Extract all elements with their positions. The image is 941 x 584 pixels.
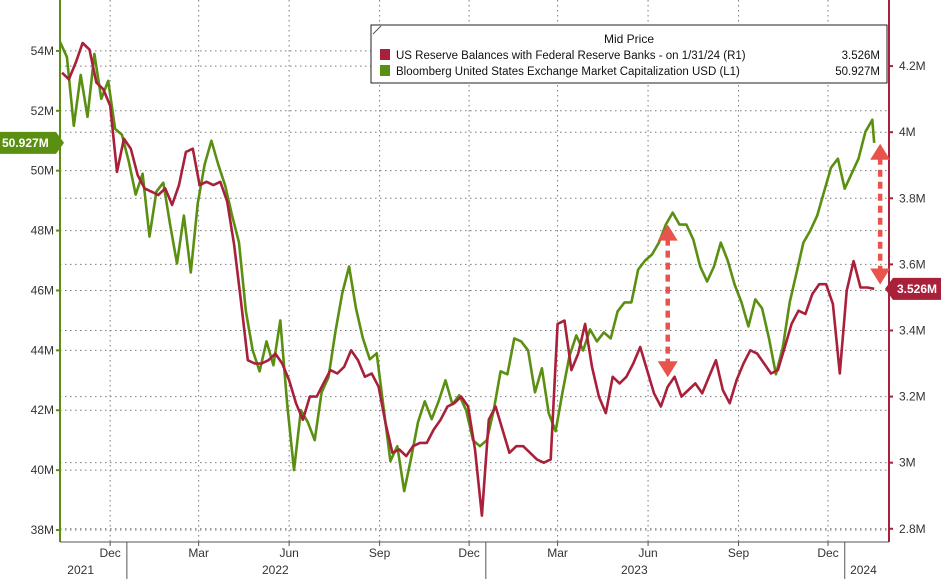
y-right-tick-label: 4M [899,125,916,139]
legend-box [370,24,888,84]
series-line-market-cap [58,41,876,493]
series-line-reserves [61,41,875,517]
x-tick-label: Mar [547,546,568,560]
y-right-tick-label: 3.6M [899,257,926,271]
axes: 38M 40M 42M 44M 46M 48M 50M 52M 54M 2.8M 3M 3.2M 3.4… [31,0,926,579]
legend-swatch-reserves [380,49,390,60]
y-left-tick-label: 54M [31,44,54,58]
legend-label-reserves: US Reserve Balances with Federal Reserve… [396,50,746,62]
y-left-tick-label: 52M [31,104,54,118]
y-left-tick-label: 44M [31,343,54,357]
x-tick-label: Sep [728,546,750,560]
x-year-label: 2023 [621,563,648,577]
series [58,41,876,517]
x-tick-label: Dec [458,546,479,560]
x-tick-label: Dec [817,546,838,560]
last-value-badge-left-text: 50.927M [2,136,49,150]
x-tick-label: Mar [188,546,209,560]
last-value-badge-right [885,277,941,300]
y-left-tick-label: 42M [31,403,54,417]
y-left-tick-label: 46M [31,283,54,297]
y-left-tick-label: 40M [31,463,54,477]
x-tick-label: Dec [99,546,120,560]
legend-label-market-cap: Bloomberg United States Exchange Market … [396,66,740,78]
last-value-badge-left [0,131,64,154]
last-value-badge-right-text: 3.526M [897,282,937,296]
annotation-arrow-head-down [870,268,891,285]
y-right-tick-label: 2.8M [899,522,926,536]
x-year-label: 2024 [850,563,877,577]
y-left-tick-label: 38M [31,523,54,537]
legend-corner-icon [372,25,382,35]
y-right-tick-label: 4.2M [899,59,926,73]
x-year-label: 2022 [262,563,289,577]
legend-title: Mid Price [604,32,654,46]
annotation-arrow-head-down [657,361,678,378]
y-left-tick-label: 50M [31,164,54,178]
last-value-badges: 50.927M 3.526M [0,131,941,300]
annotation-arrow-head-up [657,224,678,241]
annotation-arrow-head-up [870,143,891,160]
annotations [657,143,891,378]
y-right-tick-label: 3.8M [899,191,926,205]
y-right-tick-label: 3M [899,456,916,470]
x-tick-label: Jun [638,546,657,560]
legend-value-market-cap: 50.927M [835,66,880,78]
y-left-tick-label: 48M [31,224,54,238]
legend-value-reserves: 3.526M [842,50,880,62]
x-tick-label: Jun [279,546,298,560]
y-right-tick-label: 3.4M [899,323,926,337]
legend-swatch-market-cap [380,65,390,76]
legend: Mid Price US Reserve Balances with Feder… [370,24,888,84]
x-tick-label: Sep [369,546,391,560]
x-year-label: 2021 [67,563,94,577]
y-right-tick-label: 3.2M [899,390,926,404]
